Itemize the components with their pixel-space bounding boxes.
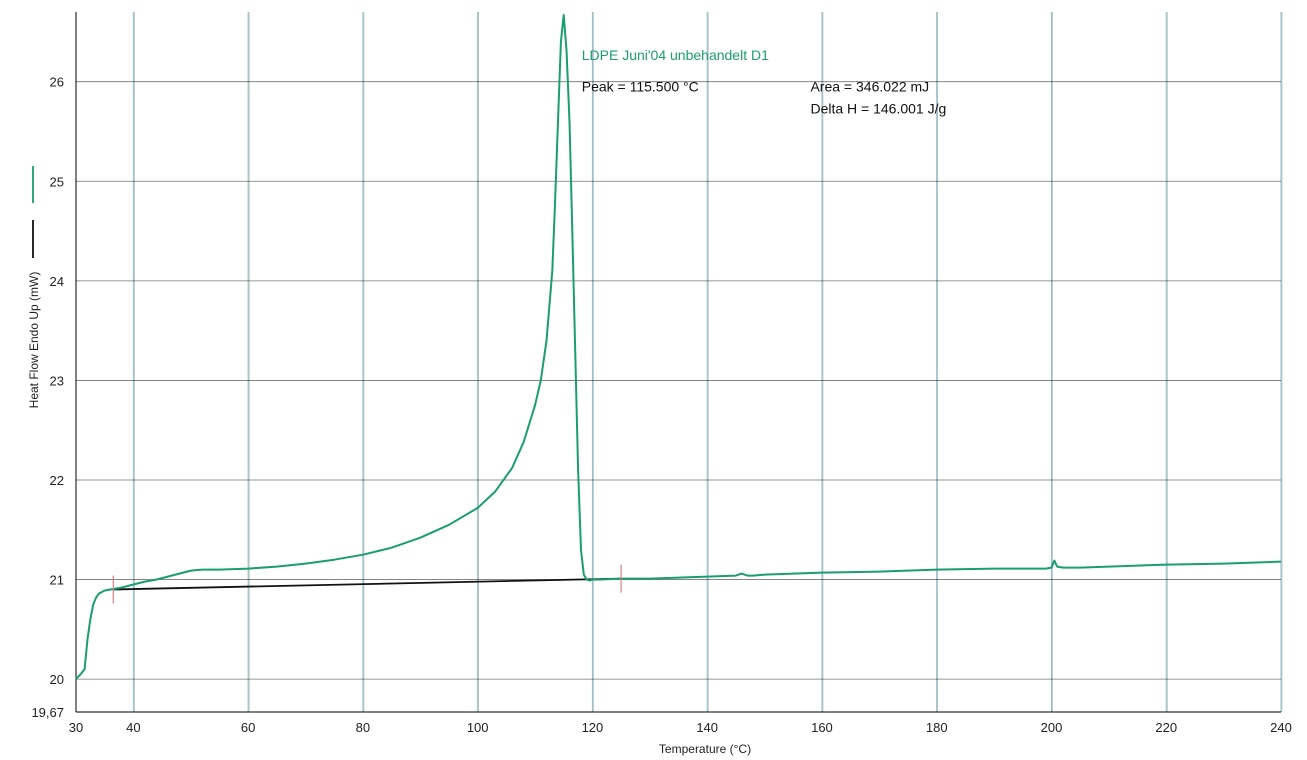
x-tick-label: 100 — [467, 720, 489, 735]
integration-markers — [112, 564, 622, 604]
y-tick-label: 25 — [50, 174, 64, 189]
x-tick-labels: 30 40 60 80 100 120 140 160 180 200 220 240 — [69, 720, 1292, 735]
x-axis-label: Temperature (°C) — [659, 742, 751, 756]
peak-annotation: Peak = 115.500 °C — [582, 79, 699, 95]
y-tick-label: 23 — [50, 373, 64, 388]
baseline-line — [113, 577, 622, 591]
delta-h-annotation: Delta H = 146.001 J/g — [810, 101, 946, 117]
x-tick-label: 40 — [126, 720, 140, 735]
y-tick-label: 24 — [50, 274, 64, 289]
y-tick-label: 22 — [50, 473, 64, 488]
sample-series — [75, 14, 1282, 680]
x-tick-label: 120 — [582, 720, 604, 735]
y-tick-label: 20 — [50, 672, 64, 687]
series-label: LDPE Juni'04 unbehandelt D1 — [582, 47, 769, 63]
y-tick-labels: 19,67 20 21 22 23 24 25 26 — [31, 75, 64, 720]
x-tick-label: 60 — [241, 720, 255, 735]
y-tick-label: 26 — [50, 75, 64, 90]
baseline-series — [113, 577, 622, 591]
grid — [75, 12, 1283, 713]
x-tick-label: 140 — [696, 720, 718, 735]
area-annotation: Area = 346.022 mJ — [810, 79, 929, 95]
sample-curve — [75, 14, 1282, 680]
x-tick-label: 220 — [1155, 720, 1177, 735]
x-tick-label: 30 — [69, 720, 83, 735]
y-tick-label: 21 — [50, 573, 64, 588]
y-axis-label: Heat Flow Endo Up (mW) — [27, 272, 41, 409]
y-tick-label: 19,67 — [31, 705, 64, 720]
x-tick-label: 180 — [926, 720, 948, 735]
x-tick-label: 80 — [356, 720, 370, 735]
x-tick-label: 240 — [1270, 720, 1292, 735]
x-tick-label: 200 — [1041, 720, 1063, 735]
x-tick-label: 160 — [811, 720, 833, 735]
